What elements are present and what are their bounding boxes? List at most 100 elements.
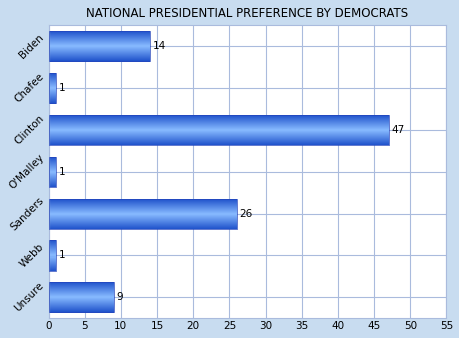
- Bar: [48, 94, 56, 96]
- Bar: [48, 101, 56, 102]
- Bar: [48, 207, 236, 208]
- Bar: [48, 206, 236, 207]
- Bar: [48, 132, 388, 134]
- Bar: [48, 161, 56, 162]
- Bar: [48, 245, 56, 247]
- Bar: [48, 217, 236, 218]
- Bar: [48, 98, 56, 99]
- Bar: [48, 241, 56, 243]
- Bar: [48, 268, 56, 269]
- Bar: [48, 240, 56, 242]
- Bar: [48, 141, 388, 142]
- Bar: [48, 52, 150, 54]
- Bar: [48, 198, 236, 200]
- Bar: [48, 74, 56, 75]
- Bar: [48, 212, 236, 213]
- Bar: [48, 117, 388, 118]
- Bar: [48, 88, 56, 90]
- Bar: [48, 157, 56, 158]
- Bar: [48, 220, 236, 221]
- Bar: [48, 54, 150, 56]
- Bar: [48, 60, 150, 62]
- Bar: [48, 259, 56, 260]
- Bar: [48, 95, 56, 97]
- Bar: [48, 128, 388, 129]
- Bar: [48, 251, 56, 253]
- Bar: [48, 118, 388, 119]
- Bar: [48, 226, 236, 227]
- Bar: [48, 296, 113, 298]
- Bar: [48, 76, 56, 77]
- Bar: [48, 293, 113, 295]
- Bar: [48, 250, 56, 252]
- Bar: [48, 214, 236, 215]
- Bar: [48, 248, 56, 250]
- Bar: [48, 165, 56, 166]
- Bar: [48, 179, 56, 180]
- Bar: [48, 87, 56, 89]
- Text: 1: 1: [59, 167, 65, 177]
- Bar: [48, 204, 236, 206]
- Bar: [48, 130, 388, 131]
- Bar: [48, 102, 56, 103]
- Bar: [48, 131, 388, 132]
- Bar: [48, 119, 388, 120]
- Bar: [48, 159, 56, 160]
- Bar: [48, 303, 113, 304]
- Bar: [48, 200, 236, 202]
- Bar: [48, 201, 236, 203]
- Bar: [48, 89, 56, 91]
- Bar: [48, 246, 56, 248]
- Bar: [48, 216, 236, 217]
- Bar: [48, 33, 150, 34]
- Bar: [48, 298, 113, 300]
- Bar: [48, 283, 113, 285]
- Bar: [48, 120, 388, 121]
- Bar: [48, 91, 56, 93]
- Bar: [48, 209, 236, 210]
- Bar: [48, 202, 236, 204]
- Bar: [48, 162, 56, 163]
- Bar: [48, 175, 56, 176]
- Bar: [48, 223, 236, 224]
- Bar: [48, 172, 56, 173]
- Text: 1: 1: [59, 83, 65, 93]
- Bar: [48, 258, 56, 259]
- Bar: [48, 47, 150, 49]
- Bar: [48, 73, 56, 103]
- Bar: [48, 90, 56, 92]
- Bar: [48, 266, 56, 267]
- Bar: [48, 56, 150, 58]
- Bar: [48, 177, 56, 178]
- Bar: [48, 49, 150, 51]
- Bar: [48, 75, 56, 76]
- Text: 9: 9: [116, 292, 123, 303]
- Bar: [48, 42, 150, 44]
- Bar: [48, 262, 56, 263]
- Bar: [48, 183, 56, 184]
- Bar: [48, 260, 56, 261]
- Bar: [48, 305, 113, 306]
- Bar: [48, 166, 56, 167]
- Bar: [48, 31, 150, 61]
- Bar: [48, 35, 150, 37]
- Bar: [48, 301, 113, 303]
- Bar: [48, 126, 388, 127]
- Bar: [48, 252, 56, 254]
- Bar: [48, 160, 56, 161]
- Bar: [48, 213, 236, 214]
- Bar: [48, 247, 56, 249]
- Bar: [48, 286, 113, 288]
- Bar: [48, 299, 113, 301]
- Bar: [48, 138, 388, 139]
- Bar: [48, 224, 236, 225]
- Bar: [48, 308, 113, 310]
- Bar: [48, 53, 150, 55]
- Bar: [48, 242, 56, 244]
- Bar: [48, 282, 113, 312]
- Bar: [48, 78, 56, 79]
- Bar: [48, 265, 56, 266]
- Bar: [48, 311, 113, 313]
- Text: 1: 1: [59, 250, 65, 261]
- Bar: [48, 158, 56, 159]
